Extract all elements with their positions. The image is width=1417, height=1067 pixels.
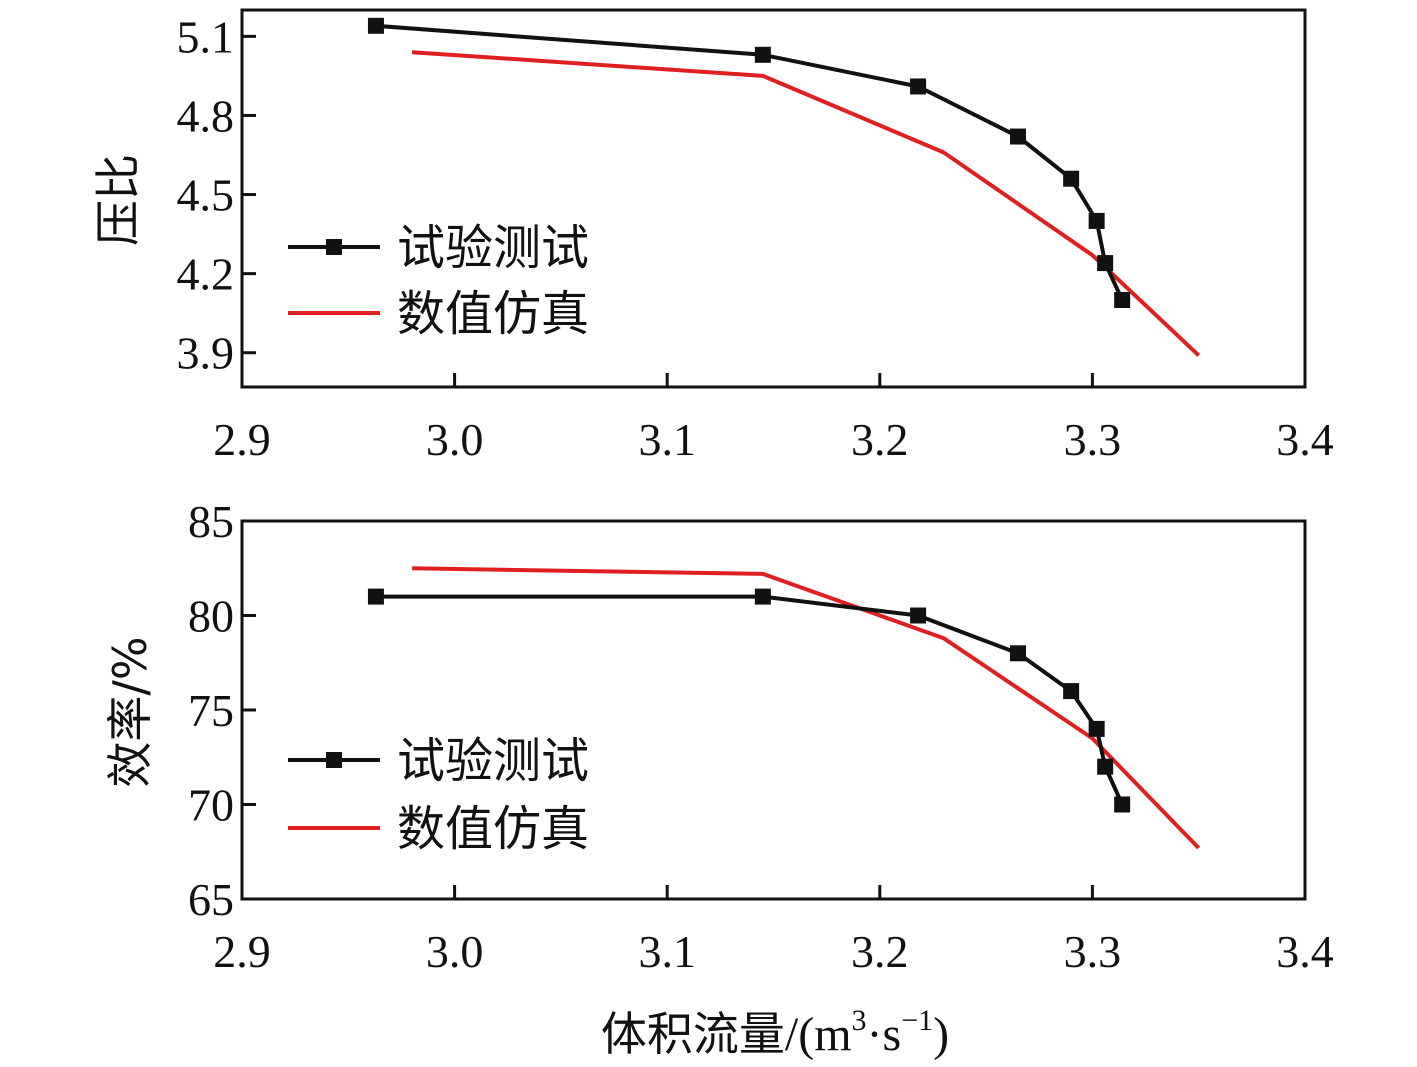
data-point [1088, 212, 1105, 229]
x-axis-unit-prefix: /(m [785, 1008, 852, 1061]
data-point [367, 588, 384, 605]
y-tick-label: 75 [188, 685, 234, 736]
x-axis: 2.9 3.0 3.1 3.2 3.3 3.4 [213, 885, 1334, 977]
x-axis-unit-sup2: −1 [901, 1004, 933, 1037]
x-axis-unit-sup1: 3 [852, 1004, 867, 1037]
legend-label: 数值仿真 [397, 801, 589, 857]
data-point [754, 46, 771, 63]
series-layer [367, 17, 1201, 357]
x-tick-label: 3.2 [851, 414, 909, 465]
x-axis-unit-suffix: ) [933, 1008, 949, 1061]
data-point [1114, 292, 1131, 308]
x-tick-label: 3.2 [851, 926, 909, 977]
y-tick-label: 3.9 [177, 328, 235, 379]
x-tick-label: 3.0 [426, 414, 484, 465]
data-point [910, 607, 927, 624]
y-axis: 65 70 75 80 85 [188, 496, 256, 925]
legend-label: 试验测试 [397, 733, 589, 789]
x-tick-label: 2.9 [213, 926, 271, 977]
data-point [754, 588, 771, 605]
y-tick-label: 4.8 [177, 90, 235, 141]
x-tick-label: 3.3 [1064, 414, 1122, 465]
legend-marker [326, 752, 342, 768]
x-tick-label: 2.9 [213, 414, 271, 465]
data-point [1063, 683, 1080, 700]
y-tick-label: 5.1 [177, 11, 235, 62]
x-tick-label: 3.1 [638, 926, 696, 977]
series-line-simulation [412, 566, 1201, 850]
x-axis-label: 体积流量/(m3·s−1) [601, 1004, 949, 1061]
x-axis-unit-mid: ·s [867, 1008, 902, 1061]
x-tick-label: 3.1 [638, 414, 696, 465]
y-tick-label: 70 [188, 780, 234, 831]
data-point [1097, 758, 1114, 775]
y-axis-label: 压比 [91, 154, 145, 246]
legend-marker [326, 239, 342, 255]
data-point [1088, 720, 1105, 737]
y-axis-label: 效率/% [103, 636, 157, 787]
series-layer [367, 566, 1201, 850]
y-tick-label: 65 [188, 874, 234, 925]
data-point [1097, 255, 1114, 272]
y-axis: 3.9 4.2 4.5 4.8 5.1 [177, 11, 256, 379]
data-point [367, 17, 384, 34]
data-point [1114, 796, 1131, 813]
plot-frame [240, 8, 1307, 389]
data-point [910, 78, 927, 95]
y-tick-label: 4.5 [177, 170, 235, 221]
x-tick-label: 3.4 [1276, 926, 1334, 977]
y-tick-label: 4.2 [177, 249, 235, 300]
y-tick-label: 80 [188, 591, 234, 642]
x-axis-label-text: 体积流量 [601, 1007, 785, 1061]
x-tick-label: 3.3 [1064, 926, 1122, 977]
x-axis: 2.9 3.0 3.1 3.2 3.3 3.4 [213, 373, 1334, 465]
data-point [1009, 645, 1026, 662]
legend-label: 试验测试 [397, 220, 589, 276]
pressure-ratio-chart: 3.9 4.2 4.5 4.8 5.1 2.9 3.0 3.1 3.2 3.3 3.4 试验测试数… [91, 8, 1334, 465]
series-line-simulation [411, 50, 1201, 357]
legend-label: 数值仿真 [397, 286, 589, 342]
y-tick-label: 85 [188, 496, 234, 547]
data-point [1009, 128, 1026, 145]
x-tick-label: 3.0 [426, 926, 484, 977]
data-point [1063, 170, 1080, 187]
x-tick-label: 3.4 [1276, 414, 1334, 465]
